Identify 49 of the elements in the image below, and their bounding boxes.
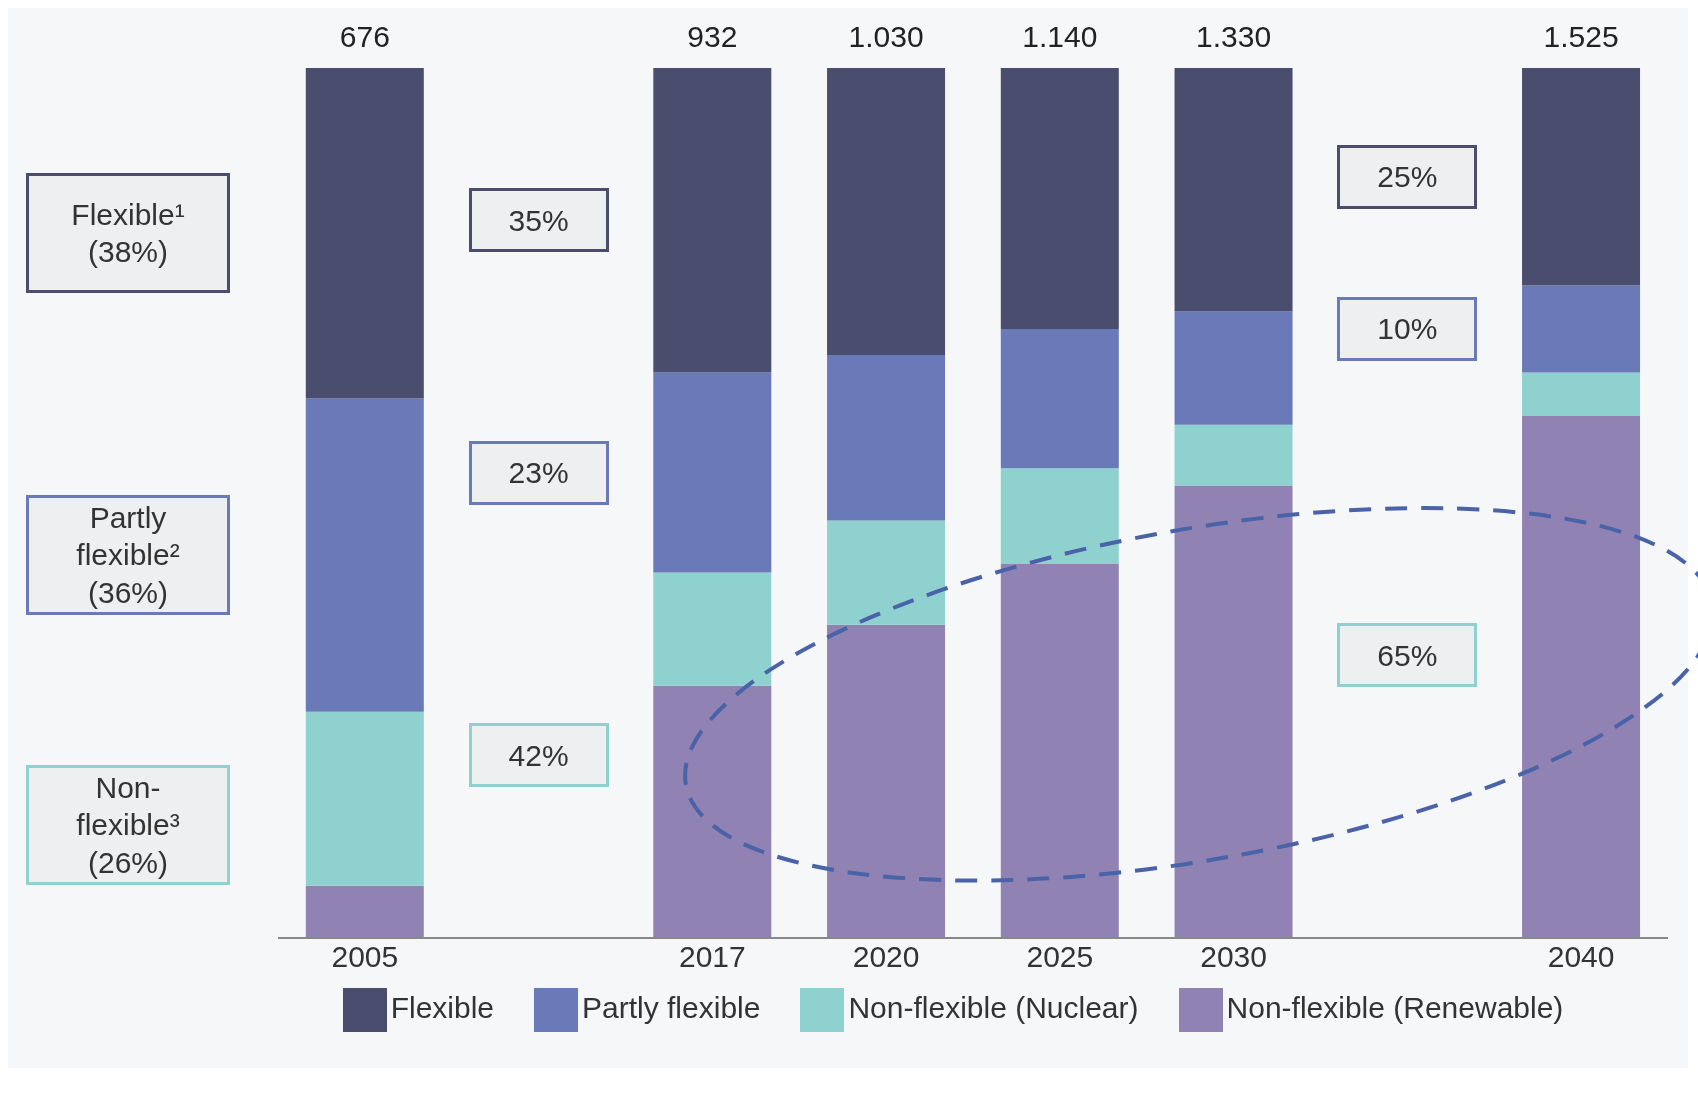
annotation: 1.140 <box>1021 20 1099 54</box>
bar <box>827 624 946 938</box>
bar <box>1000 468 1119 564</box>
annotation: 676 <box>338 20 391 54</box>
x-tick-label: 2005 <box>331 940 399 974</box>
bar <box>653 572 772 686</box>
bar <box>1174 311 1293 425</box>
bar <box>1522 285 1641 373</box>
legend-label: Flexible <box>390 990 495 1024</box>
annotation: 35% <box>468 188 609 253</box>
x-tick-label: 2017 <box>679 940 746 974</box>
bar <box>827 355 946 521</box>
x-tick-label: 2040 <box>1547 940 1615 974</box>
text: Non-flexible³ (26%) <box>26 764 230 885</box>
bar <box>653 372 772 573</box>
bar <box>305 398 424 712</box>
bar <box>1000 563 1119 938</box>
x-tick-label: 2025 <box>1026 940 1094 974</box>
x-tick-label: 2020 <box>852 940 920 974</box>
legend-label: Partly flexible <box>582 990 761 1024</box>
bar <box>653 68 772 373</box>
annotation: 42% <box>468 723 609 788</box>
annotation: 65% <box>1337 623 1478 688</box>
x-tick-label: 2030 <box>1200 940 1267 974</box>
bar <box>1000 68 1119 329</box>
bar <box>1000 329 1119 469</box>
text: Flexible¹ (38%) <box>26 173 230 294</box>
bar <box>1522 68 1641 286</box>
bar <box>305 711 424 886</box>
bar <box>1522 416 1641 938</box>
legend-label: Non-flexible (Renewable) <box>1226 990 1564 1024</box>
bar <box>1522 372 1641 416</box>
bar <box>305 885 424 938</box>
bar <box>1174 68 1293 312</box>
annotation: 10% <box>1337 297 1478 361</box>
legend-label: Non-flexible (Nuclear) <box>848 990 1139 1024</box>
annotation: 1.525 <box>1542 20 1620 54</box>
annotation: 932 <box>686 20 739 54</box>
bar <box>827 68 946 356</box>
bar <box>827 520 946 625</box>
bar <box>305 68 424 399</box>
annotation: 23% <box>468 440 609 505</box>
text: Partly flexible² (36%) <box>26 495 230 616</box>
bar <box>653 685 772 938</box>
bar <box>1174 424 1293 486</box>
annotation: 1.330 <box>1195 20 1273 54</box>
annotation: 25% <box>1337 144 1478 209</box>
annotation: 1.030 <box>847 20 925 54</box>
bar <box>1174 485 1293 938</box>
